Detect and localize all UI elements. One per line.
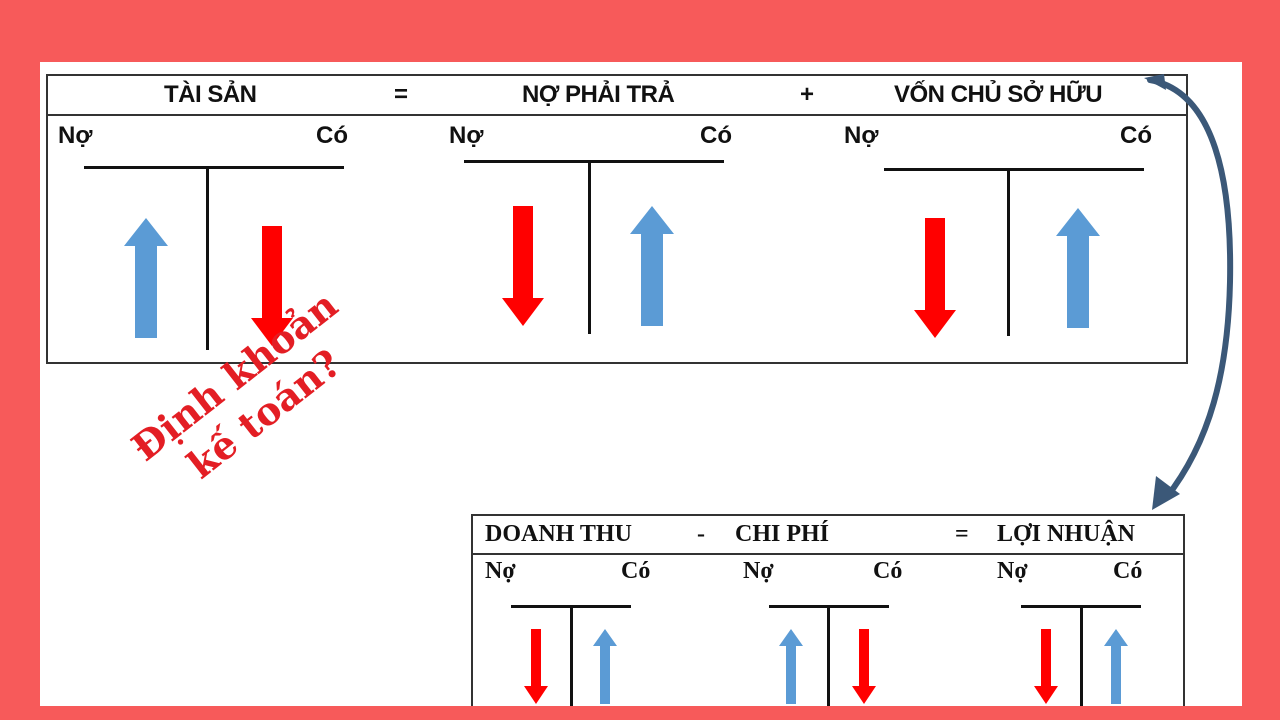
equity-increase-arrow-icon xyxy=(1056,208,1100,328)
revenue-heading: DOANH THU xyxy=(485,521,632,547)
profit-equals-sign: = xyxy=(955,521,969,547)
profit-equation-box: DOANH THU - CHI PHÍ = LỢI NHUẬN Nợ Có Nợ… xyxy=(471,514,1185,706)
expense-increase-arrow-icon xyxy=(779,629,803,704)
equity-t-stem xyxy=(1007,168,1010,336)
profit-increase-arrow-icon xyxy=(1104,629,1128,704)
profit-credit-label: Có xyxy=(1113,558,1143,584)
assets-increase-arrow-icon xyxy=(124,218,168,338)
liabilities-debit-label: Nợ xyxy=(449,122,484,149)
assets-debit-label: Nợ xyxy=(58,122,93,149)
profit-equation-header: DOANH THU - CHI PHÍ = LỢI NHUẬN xyxy=(473,516,1183,555)
revenue-credit-label: Có xyxy=(621,558,651,584)
liabilities-increase-arrow-icon xyxy=(630,206,674,326)
liabilities-decrease-arrow-icon xyxy=(502,206,544,326)
liabilities-heading: NỢ PHẢI TRẢ xyxy=(522,81,675,108)
expense-credit-label: Có xyxy=(873,558,903,584)
equity-decrease-arrow-icon xyxy=(914,218,956,338)
assets-credit-label: Có xyxy=(316,122,348,149)
profit-heading: LỢI NHUẬN xyxy=(997,521,1136,547)
liabilities-t-stem xyxy=(588,160,591,334)
equals-sign: = xyxy=(394,81,408,108)
profit-decrease-arrow-icon xyxy=(1034,629,1058,704)
liabilities-credit-label: Có xyxy=(700,122,732,149)
revenue-increase-arrow-icon xyxy=(593,629,617,704)
assets-t-stem xyxy=(206,166,209,350)
profit-t-stem xyxy=(1080,605,1083,706)
liabilities-t-bar xyxy=(464,160,724,163)
equity-t-bar xyxy=(884,168,1144,171)
assets-t-bar xyxy=(84,166,344,169)
equity-credit-label: Có xyxy=(1120,122,1152,149)
expense-heading: CHI PHÍ xyxy=(735,521,830,547)
balance-equation-header: TÀI SẢN = NỢ PHẢI TRẢ + VỐN CHỦ SỞ HỮU xyxy=(48,76,1186,116)
plus-sign: + xyxy=(800,81,814,108)
profit-debit-label: Nợ xyxy=(997,558,1028,584)
balance-equation-box: TÀI SẢN = NỢ PHẢI TRẢ + VỐN CHỦ SỞ HỮU N… xyxy=(46,74,1188,364)
diagram-canvas: TÀI SẢN = NỢ PHẢI TRẢ + VỐN CHỦ SỞ HỮU N… xyxy=(40,62,1242,706)
revenue-t-stem xyxy=(570,605,573,706)
expense-debit-label: Nợ xyxy=(743,558,774,584)
assets-heading: TÀI SẢN xyxy=(164,81,257,108)
expense-t-stem xyxy=(827,605,830,706)
minus-sign: - xyxy=(697,521,705,547)
assets-decrease-arrow-icon xyxy=(251,226,293,346)
revenue-debit-label: Nợ xyxy=(485,558,516,584)
equity-heading: VỐN CHỦ SỞ HỮU xyxy=(894,81,1103,108)
equity-debit-label: Nợ xyxy=(844,122,879,149)
revenue-decrease-arrow-icon xyxy=(524,629,548,704)
expense-decrease-arrow-icon xyxy=(852,629,876,704)
